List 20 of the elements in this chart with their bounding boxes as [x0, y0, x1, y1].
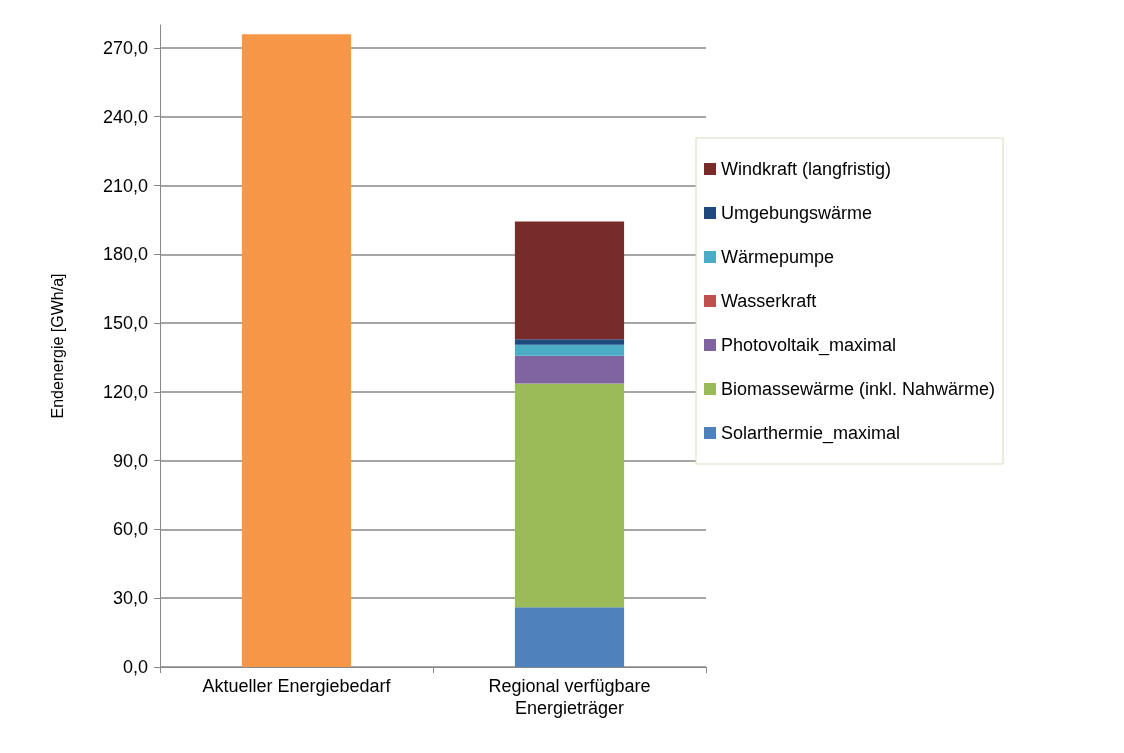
y-tick-label: 210,0 [102, 175, 148, 196]
legend-label: Wärmepumpe [721, 247, 835, 267]
x-tick-label: Regional verfügbare Energieträger [488, 676, 651, 718]
y-axis-title: Endenergie [GWh/a] [48, 273, 66, 419]
y-tick-label: 180,0 [102, 244, 148, 265]
legend-label: Wasserkraft [721, 291, 817, 311]
legend-label: Solarthermie_maximal [721, 423, 901, 444]
y-tick-label: 270,0 [102, 37, 148, 58]
legend-label: Biomassewärme (inkl. Nahwärme) [721, 379, 996, 399]
legend-label: Umgebungswärme [721, 203, 873, 223]
legend-label: Photovoltaik_maximal [721, 335, 897, 356]
y-tick-label: 150,0 [102, 313, 148, 334]
legend-label: Windkraft (langfristig) [721, 159, 892, 179]
y-tick-label: 60,0 [112, 519, 148, 540]
y-tick-label: 90,0 [112, 450, 148, 471]
y-tick-label: 0,0 [122, 657, 148, 677]
y-tick-label: 240,0 [102, 106, 148, 127]
y-tick-label: 30,0 [112, 588, 148, 609]
y-tick-label: 120,0 [102, 381, 148, 402]
x-tick-label: Aktueller Energiebedarf [202, 676, 392, 696]
